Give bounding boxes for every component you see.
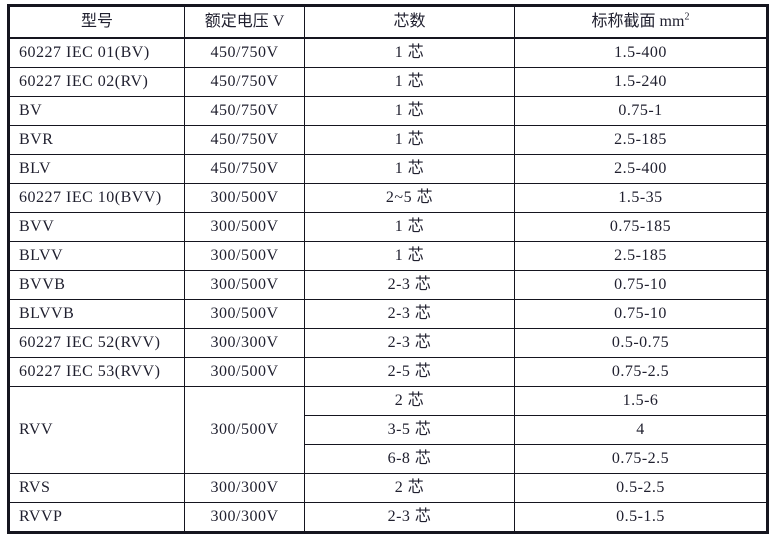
cores-cell: 2-5 芯 <box>304 357 515 387</box>
header-model: 型号 <box>8 5 185 39</box>
cores-cell: 2~5 芯 <box>304 183 515 213</box>
voltage-cell: 450/750V <box>184 125 305 155</box>
section-cell: 0.5-2.5 <box>514 473 768 503</box>
table-row: BV 450/750V 1 芯 0.75-1 <box>8 96 768 126</box>
section-cell: 1.5-35 <box>514 183 768 213</box>
table-row: BVR 450/750V 1 芯 2.5-185 <box>8 125 768 155</box>
voltage-cell: 300/500V <box>184 386 305 474</box>
cores-cell: 1 芯 <box>304 96 515 126</box>
section-cell: 1.5-240 <box>514 67 768 97</box>
section-cell: 0.75-1 <box>514 96 768 126</box>
model-cell: BVVB <box>8 270 185 300</box>
cores-cell: 1 芯 <box>304 37 515 68</box>
voltage-cell: 300/300V <box>184 328 305 358</box>
voltage-cell: 300/300V <box>184 473 305 503</box>
cores-cell: 3-5 芯 <box>304 415 515 445</box>
table-row: BLVV 300/500V 1 芯 2.5-185 <box>8 241 768 271</box>
section-cell: 0.5-0.75 <box>514 328 768 358</box>
header-section-label: 标称截面 mm <box>591 13 685 30</box>
cores-cell: 2-3 芯 <box>304 299 515 329</box>
section-cell: 1.5-400 <box>514 37 768 68</box>
cores-cell: 1 芯 <box>304 125 515 155</box>
header-section-superscript: 2 <box>684 11 690 23</box>
table-row: 60227 IEC 10(BVV) 300/500V 2~5 芯 1.5-35 <box>8 183 768 213</box>
table-row: 60227 IEC 53(RVV) 300/500V 2-5 芯 0.75-2.5 <box>8 357 768 387</box>
section-cell: 2.5-185 <box>514 125 768 155</box>
section-cell: 0.75-2.5 <box>514 357 768 387</box>
model-cell: BLVV <box>8 241 185 271</box>
model-cell: 60227 IEC 02(RV) <box>8 67 185 97</box>
table-row: 60227 IEC 52(RVV) 300/300V 2-3 芯 0.5-0.75 <box>8 328 768 358</box>
section-cell: 0.75-2.5 <box>514 444 768 474</box>
model-cell: 60227 IEC 01(BV) <box>8 37 185 68</box>
cores-cell: 2-3 芯 <box>304 270 515 300</box>
cores-cell: 1 芯 <box>304 154 515 184</box>
model-cell: 60227 IEC 10(BVV) <box>8 183 185 213</box>
table-row: RVS 300/300V 2 芯 0.5-2.5 <box>8 473 768 503</box>
table-row: BLVVB 300/500V 2-3 芯 0.75-10 <box>8 299 768 329</box>
section-cell: 0.75-10 <box>514 299 768 329</box>
voltage-cell: 450/750V <box>184 37 305 68</box>
voltage-cell: 300/500V <box>184 241 305 271</box>
table-row: BLV 450/750V 1 芯 2.5-400 <box>8 154 768 184</box>
voltage-cell: 300/500V <box>184 357 305 387</box>
cores-cell: 2 芯 <box>304 386 515 416</box>
header-section: 标称截面 mm2 <box>514 5 768 39</box>
table-row: 60227 IEC 02(RV) 450/750V 1 芯 1.5-240 <box>8 67 768 97</box>
model-cell: 60227 IEC 52(RVV) <box>8 328 185 358</box>
table-row: 60227 IEC 01(BV) 450/750V 1 芯 1.5-400 <box>8 37 768 68</box>
model-cell: BLVVB <box>8 299 185 329</box>
section-cell: 4 <box>514 415 768 445</box>
section-cell: 2.5-400 <box>514 154 768 184</box>
voltage-cell: 300/500V <box>184 212 305 242</box>
table-row: RVVP 300/300V 2-3 芯 0.5-1.5 <box>8 502 768 533</box>
cores-cell: 2-3 芯 <box>304 502 515 533</box>
cable-spec-table: 型号 额定电压 V 芯数 标称截面 mm2 60227 IEC 01(BV) 45… <box>7 4 769 534</box>
voltage-cell: 300/500V <box>184 270 305 300</box>
section-cell: 0.75-10 <box>514 270 768 300</box>
model-cell: BVR <box>8 125 185 155</box>
cores-cell: 2-3 芯 <box>304 328 515 358</box>
model-cell: BVV <box>8 212 185 242</box>
header-voltage: 额定电压 V <box>184 5 305 39</box>
cable-spec-table-container: 型号 额定电压 V 芯数 标称截面 mm2 60227 IEC 01(BV) 45… <box>7 4 769 534</box>
voltage-cell: 300/300V <box>184 502 305 533</box>
cores-cell: 1 芯 <box>304 241 515 271</box>
section-cell: 0.75-185 <box>514 212 768 242</box>
voltage-cell: 450/750V <box>184 154 305 184</box>
model-cell: BV <box>8 96 185 126</box>
table-row: BVV 300/500V 1 芯 0.75-185 <box>8 212 768 242</box>
table-body: 60227 IEC 01(BV) 450/750V 1 芯 1.5-400 60227 … <box>8 37 768 533</box>
model-cell: RVV <box>8 386 185 474</box>
model-cell: RVVP <box>8 502 185 533</box>
model-cell: 60227 IEC 53(RVV) <box>8 357 185 387</box>
voltage-cell: 450/750V <box>184 67 305 97</box>
cores-cell: 1 芯 <box>304 212 515 242</box>
table-row: BVVB 300/500V 2-3 芯 0.75-10 <box>8 270 768 300</box>
section-cell: 2.5-185 <box>514 241 768 271</box>
voltage-cell: 450/750V <box>184 96 305 126</box>
header-cores: 芯数 <box>304 5 515 39</box>
header-row: 型号 额定电压 V 芯数 标称截面 mm2 <box>8 5 768 39</box>
section-cell: 0.5-1.5 <box>514 502 768 533</box>
cores-cell: 2 芯 <box>304 473 515 503</box>
cores-cell: 6-8 芯 <box>304 444 515 474</box>
cores-cell: 1 芯 <box>304 67 515 97</box>
voltage-cell: 300/500V <box>184 299 305 329</box>
section-cell: 1.5-6 <box>514 386 768 416</box>
model-cell: RVS <box>8 473 185 503</box>
table-row: RVV 300/500V 2 芯 1.5-6 <box>8 386 768 474</box>
voltage-cell: 300/500V <box>184 183 305 213</box>
model-cell: BLV <box>8 154 185 184</box>
